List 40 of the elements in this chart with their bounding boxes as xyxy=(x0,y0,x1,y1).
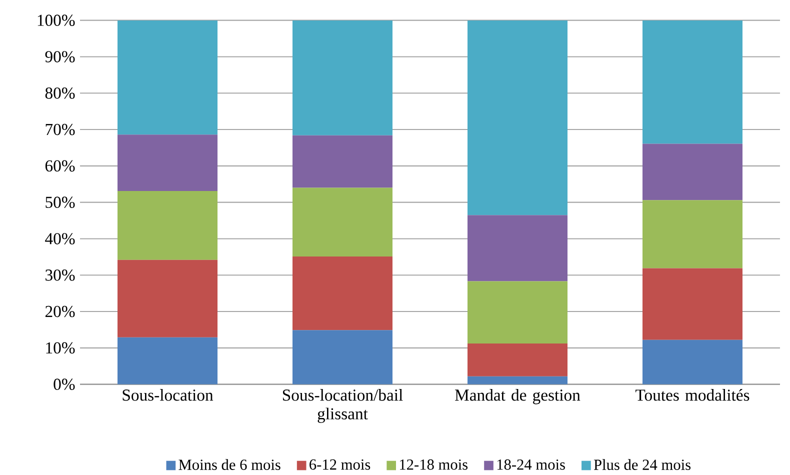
bar xyxy=(118,260,218,338)
legend-label: 6-12 mois xyxy=(310,459,370,470)
bar xyxy=(292,330,392,384)
bar xyxy=(468,376,568,384)
y-tick-label: 0% xyxy=(54,378,75,390)
bar xyxy=(292,256,392,330)
y-tick-label: 90% xyxy=(45,51,75,62)
bar xyxy=(642,340,742,384)
bar xyxy=(642,144,742,200)
y-tick-label: 10% xyxy=(46,342,75,354)
bar xyxy=(468,281,568,344)
bar xyxy=(118,337,218,384)
y-tick-label: 60% xyxy=(45,160,75,172)
y-tick-label: 70% xyxy=(46,124,75,136)
y-tick-label: 100% xyxy=(38,14,75,26)
bar xyxy=(118,20,218,135)
y-tick-label: 30% xyxy=(46,269,75,281)
bar xyxy=(292,20,392,136)
bar xyxy=(468,20,568,216)
bar xyxy=(642,200,742,268)
bar xyxy=(468,344,568,376)
y-tick-label: 50% xyxy=(46,196,75,208)
y-tick-label: 40% xyxy=(45,233,75,244)
bar xyxy=(642,20,742,144)
bar xyxy=(118,191,218,260)
legend-label: Plus de 24 mois xyxy=(594,459,691,470)
x-tick-label: Sous-location/bail glissant xyxy=(282,389,403,423)
x-tick-label: Toutes modalités xyxy=(636,389,750,401)
legend-label: 18-24 mois xyxy=(497,459,565,470)
bar xyxy=(118,134,218,192)
legend-label: 12-18 mois xyxy=(400,459,468,470)
x-tick-label: Sous-location xyxy=(122,389,214,401)
y-tick-label: 20% xyxy=(45,306,75,318)
bar xyxy=(292,188,392,257)
bar xyxy=(642,268,742,340)
bar xyxy=(292,135,392,188)
y-tick-label: 80% xyxy=(45,87,75,99)
x-tick-label: Mandat de gestion xyxy=(455,389,580,404)
bar xyxy=(468,215,568,282)
legend-label: Moins de 6 mois xyxy=(178,459,280,470)
